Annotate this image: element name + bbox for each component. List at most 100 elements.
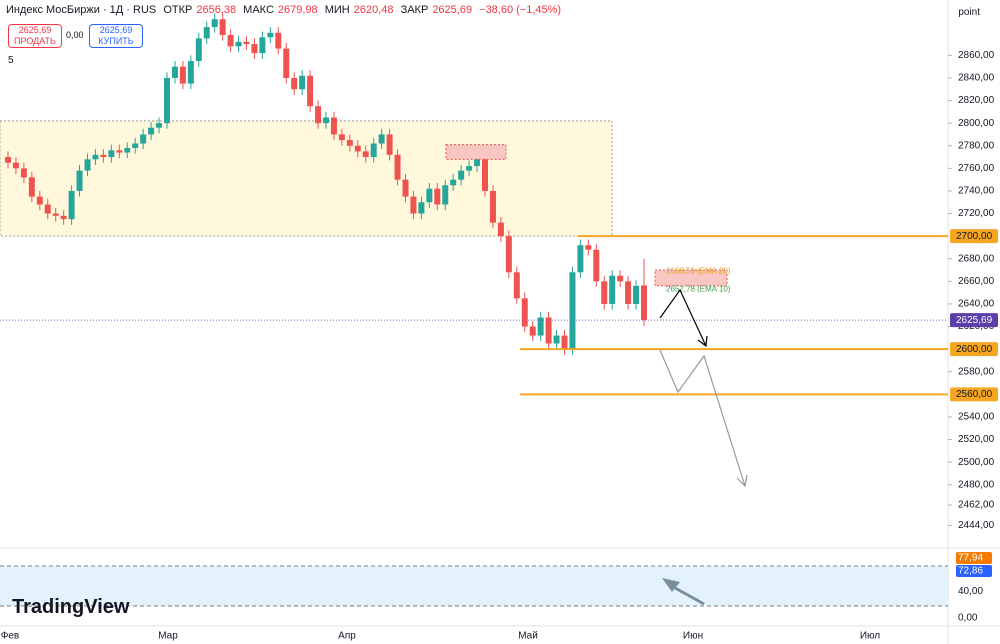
candle-body — [60, 215, 67, 220]
open-label: ОТКР — [163, 4, 193, 16]
candle-body — [20, 168, 27, 178]
candle-body — [482, 157, 488, 191]
candle-body — [36, 196, 43, 205]
candle-body — [227, 35, 234, 47]
candle-body — [474, 157, 481, 167]
sell-label: ПРОДАТЬ — [14, 36, 56, 46]
candle-body — [601, 281, 608, 304]
candle-body — [394, 154, 401, 180]
candle-body — [124, 148, 131, 153]
candle-body — [402, 179, 409, 197]
candle-body — [497, 222, 504, 237]
zone — [0, 120, 613, 237]
x-tick-label: Мар — [158, 631, 178, 642]
y-tick-label: 2540,00 — [958, 412, 995, 423]
watermark: TradingView — [12, 596, 130, 618]
candle-body — [466, 166, 473, 171]
osc-badge — [956, 565, 992, 577]
candle-body — [323, 117, 329, 124]
candle-body — [315, 106, 322, 124]
osc-band — [0, 566, 948, 606]
candle-body — [28, 177, 35, 197]
candle-body — [434, 188, 441, 205]
sell-price: 2625,69 — [18, 25, 52, 35]
candle-body — [187, 61, 194, 84]
candle-body — [291, 77, 298, 90]
x-tick-label: Июл — [860, 631, 880, 642]
y-tick-label: 2860,00 — [958, 50, 995, 61]
candle-body — [354, 145, 361, 152]
y-tick-label: 2760,00 — [958, 163, 995, 174]
osc-value: 72,86 — [958, 566, 983, 577]
candle-body — [450, 179, 457, 186]
ema-label: 2652,78 (EMA 10) — [666, 285, 731, 294]
ema-label: 2668,59 (EMA 20) — [666, 267, 731, 276]
y-tick-label: 2780,00 — [958, 140, 995, 151]
candle-body — [44, 204, 51, 214]
buy-button[interactable]: 2625,69 КУПИТЬ — [89, 24, 143, 48]
candle-body — [171, 66, 178, 78]
candle-body — [458, 170, 465, 180]
candle-body — [164, 77, 170, 124]
candle-body — [521, 298, 528, 327]
level-badge — [950, 342, 998, 357]
indicator-toggle[interactable]: 5 — [8, 55, 14, 66]
forecast-arrow — [659, 288, 707, 347]
level-badge — [950, 229, 998, 244]
candle-body — [259, 37, 266, 54]
candle-body — [92, 154, 99, 160]
candle-body — [203, 27, 210, 39]
candle-body — [386, 134, 393, 155]
candle-body — [140, 134, 147, 144]
candle-body — [410, 196, 417, 214]
candle-body — [545, 317, 552, 344]
candle-body — [116, 150, 123, 153]
x-tick-label: Июн — [683, 631, 703, 642]
candle-body — [84, 159, 91, 171]
candle-body — [330, 117, 337, 135]
candle-body — [561, 335, 568, 350]
candle-body — [283, 48, 290, 78]
level-badge — [950, 387, 998, 402]
buy-price: 2625,69 — [99, 25, 133, 35]
osc-tick-label: 40,00 — [958, 586, 983, 597]
sell-button[interactable]: 2625,69 ПРОДАТЬ — [8, 24, 62, 48]
x-tick-label: Апр — [338, 631, 356, 642]
forecast-arrow-2 — [659, 349, 746, 487]
candle-body — [108, 150, 115, 158]
candle-body — [267, 32, 274, 38]
y-tick-label: 2444,00 — [958, 520, 995, 531]
candle-body — [426, 188, 433, 203]
candle-body — [299, 75, 306, 90]
candle-body — [100, 154, 107, 158]
candle-body — [625, 281, 632, 304]
candle-body — [148, 127, 155, 135]
forecast-arrowhead-2 — [736, 474, 748, 488]
candle-body — [12, 162, 19, 169]
candle-body — [442, 185, 449, 205]
candle-body — [179, 66, 186, 84]
y-tick-label: 2462,00 — [958, 500, 995, 511]
candle-body — [617, 275, 624, 282]
target-box — [654, 269, 728, 287]
level-label: 2700,00 — [956, 231, 993, 242]
candle-body — [537, 317, 544, 336]
candle-body — [378, 134, 385, 144]
resist-box — [445, 144, 507, 160]
candle-body — [156, 123, 163, 128]
candle-body — [243, 41, 250, 45]
candle-body — [219, 19, 226, 36]
y-tick-label: 2500,00 — [958, 457, 995, 468]
y-tick-label: 2580,00 — [958, 366, 995, 377]
candle-body — [307, 75, 314, 107]
y-tick-label: 2840,00 — [958, 73, 995, 84]
y-tick-label: 2680,00 — [958, 253, 995, 264]
candle-body — [251, 44, 258, 54]
osc-value: 77,94 — [958, 553, 983, 564]
header: Индекс МосБиржи · 1Д · RUS ОТКР 2656,38 М… — [6, 4, 565, 16]
high-label: МАКС — [243, 4, 274, 16]
low: 2620,48 — [353, 4, 394, 16]
candle-body — [68, 190, 75, 220]
candle-body — [370, 143, 377, 158]
unit: point — [958, 7, 980, 18]
